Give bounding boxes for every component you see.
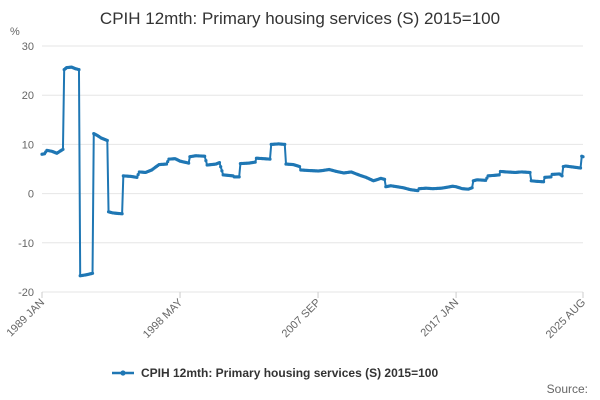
- series-layer: [40, 65, 585, 278]
- x-tick-label: 1998 MAY: [141, 296, 186, 341]
- data-point: [253, 160, 257, 164]
- data-point: [219, 165, 223, 169]
- data-point: [268, 157, 272, 161]
- data-point: [166, 160, 170, 164]
- data-point: [541, 180, 546, 184]
- data-point: [578, 166, 583, 170]
- legend-label: CPIH 12mth: Primary housing services (S)…: [141, 366, 438, 380]
- gridlines: [42, 45, 583, 293]
- data-point: [549, 175, 553, 179]
- x-axis-ticks: 1989 JAN 1998 MAY 2007 SEP 2017 JAN 2025 AUG: [4, 292, 588, 341]
- data-point: [237, 175, 241, 179]
- data-point: [203, 154, 207, 158]
- legend-marker: [120, 370, 126, 376]
- data-point: [283, 142, 287, 146]
- data-point: [77, 68, 81, 72]
- data-point: [497, 173, 501, 177]
- x-tick-label: 2007 SEP: [280, 297, 324, 341]
- y-axis-ticks: 30 20 10 0 -10 -20: [18, 41, 34, 299]
- y-tick-label: 0: [28, 189, 34, 201]
- x-tick-label: 2017 JAN: [419, 297, 462, 340]
- data-point: [220, 169, 224, 173]
- chart-title: CPIH 12mth: Primary housing services (S)…: [100, 9, 500, 28]
- source-label: Source:: [547, 382, 588, 396]
- data-point: [187, 161, 191, 165]
- data-point: [135, 175, 139, 179]
- x-tick-label: 2025 AUG: [544, 297, 588, 341]
- data-point: [136, 173, 140, 177]
- y-axis-unit-label: %: [10, 26, 20, 38]
- data-point: [297, 164, 302, 169]
- data-point: [382, 177, 387, 181]
- data-point: [90, 271, 95, 275]
- data-point: [204, 159, 208, 163]
- data-point: [61, 147, 65, 151]
- data-point: [105, 138, 109, 143]
- data-point: [581, 155, 585, 159]
- y-tick-label: -10: [18, 238, 34, 250]
- y-tick-label: -20: [18, 287, 34, 299]
- data-point: [164, 162, 169, 166]
- y-tick-label: 20: [22, 90, 34, 102]
- x-tick-label: 1989 JAN: [4, 297, 47, 340]
- y-tick-label: 10: [22, 139, 34, 151]
- y-tick-label: 30: [22, 41, 34, 53]
- data-point: [470, 186, 474, 190]
- data-point: [528, 170, 532, 175]
- data-point: [120, 212, 124, 216]
- data-point: [560, 174, 564, 178]
- legend[interactable]: CPIH 12mth: Primary housing services (S)…: [112, 366, 438, 380]
- data-point: [217, 161, 222, 165]
